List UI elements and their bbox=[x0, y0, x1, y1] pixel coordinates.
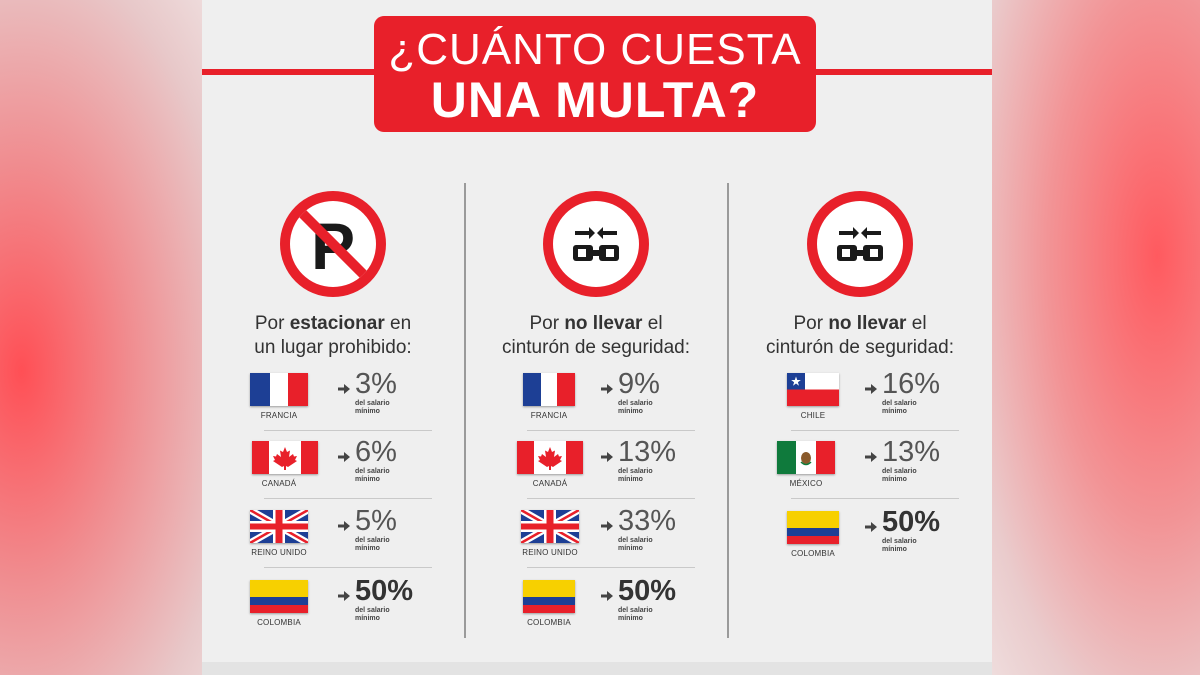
column-parking: P Por estacionar en un lugar prohibido: … bbox=[202, 0, 464, 675]
title-banner: ¿CUÁNTO CUESTA UNA MULTA? bbox=[374, 16, 816, 132]
seatbelt-sign-icon bbox=[543, 191, 649, 297]
background-right bbox=[985, 0, 1200, 675]
fine-note: del salario mínimo bbox=[618, 537, 653, 552]
country-label: COLOMBIA bbox=[791, 549, 835, 558]
uk-flag-icon bbox=[521, 510, 579, 543]
country-row: COLOMBIA 50% del salario mínimo bbox=[729, 506, 991, 573]
fine-note: del salario mínimo bbox=[882, 538, 917, 553]
country-row: MÉXICO 13% del salario mínimo bbox=[729, 436, 991, 503]
uk-flag-icon bbox=[250, 510, 308, 543]
arrow-right-icon bbox=[338, 521, 350, 531]
background-left bbox=[0, 0, 215, 675]
title-line-1: ¿CUÁNTO CUESTA bbox=[388, 25, 802, 74]
arrow-right-icon bbox=[338, 452, 350, 462]
country-label: CANADÁ bbox=[532, 479, 568, 488]
arrow-right-icon bbox=[865, 522, 877, 532]
row-separator bbox=[791, 498, 959, 499]
row-separator bbox=[264, 567, 432, 568]
country-row: REINO UNIDO 33% del salario mínimo bbox=[465, 505, 727, 572]
fine-note: del salario mínimo bbox=[355, 607, 390, 622]
country-label: CHILE bbox=[800, 411, 826, 420]
colombia-flag-icon bbox=[787, 511, 839, 544]
column-divider bbox=[464, 183, 466, 638]
fine-note: del salario mínimo bbox=[355, 537, 390, 552]
row-separator bbox=[527, 498, 695, 499]
arrow-right-icon bbox=[865, 384, 877, 394]
bottom-strip bbox=[202, 662, 992, 675]
arrow-right-icon bbox=[601, 384, 613, 394]
country-label: REINO UNIDO bbox=[251, 548, 307, 557]
seatbelt-sign-icon bbox=[807, 191, 913, 297]
arrow-right-icon bbox=[601, 452, 613, 462]
column-divider bbox=[727, 183, 729, 638]
no-parking-sign-icon: P bbox=[280, 191, 386, 297]
france-flag-icon bbox=[250, 373, 308, 406]
row-separator bbox=[527, 430, 695, 431]
arrow-right-icon bbox=[601, 591, 613, 601]
country-row: CANADÁ 6% del salario mínimo bbox=[202, 436, 464, 503]
row-separator bbox=[791, 430, 959, 431]
country-label: CANADÁ bbox=[261, 479, 297, 488]
fine-percent: 33% bbox=[618, 505, 677, 537]
title-line-2: UNA MULTA? bbox=[430, 72, 760, 128]
row-separator bbox=[264, 498, 432, 499]
fine-percent: 13% bbox=[882, 436, 941, 468]
country-row: CANADÁ 13% del salario mínimo bbox=[465, 436, 727, 503]
fine-percent: 50% bbox=[355, 575, 414, 607]
country-label: FRANCIA bbox=[530, 411, 568, 420]
arrow-right-icon bbox=[865, 452, 877, 462]
fine-note: del salario mínimo bbox=[618, 468, 653, 483]
country-label: COLOMBIA bbox=[257, 618, 301, 627]
colombia-flag-icon bbox=[523, 580, 575, 613]
caption: Por no llevar el cinturón de seguridad: bbox=[501, 313, 690, 358]
country-label: REINO UNIDO bbox=[522, 548, 578, 557]
fine-percent: 9% bbox=[618, 368, 660, 400]
france-flag-icon bbox=[523, 373, 575, 406]
fine-percent: 16% bbox=[882, 368, 941, 400]
canada-flag-icon bbox=[517, 441, 583, 474]
fine-percent: 5% bbox=[355, 505, 397, 537]
fine-note: del salario mínimo bbox=[618, 607, 653, 622]
mexico-flag-icon bbox=[777, 441, 835, 474]
caption: Por no llevar el cinturón de seguridad: bbox=[765, 313, 954, 358]
fine-percent: 6% bbox=[355, 436, 397, 468]
column-seatbelt-europe: Por no llevar el cinturón de seguridad: … bbox=[465, 0, 727, 675]
fine-percent: 50% bbox=[618, 575, 677, 607]
fine-note: del salario mínimo bbox=[355, 400, 390, 415]
country-row: REINO UNIDO 5% del salario mínimo bbox=[202, 505, 464, 572]
fine-note: del salario mínimo bbox=[882, 468, 917, 483]
row-separator bbox=[527, 567, 695, 568]
infographic-panel: ¿CUÁNTO CUESTA UNA MULTA? P Por estacion… bbox=[202, 0, 992, 675]
country-row: COLOMBIA 50% del salario mínimo bbox=[202, 575, 464, 642]
fine-note: del salario mínimo bbox=[618, 400, 653, 415]
arrow-right-icon bbox=[601, 521, 613, 531]
fine-percent: 13% bbox=[618, 436, 677, 468]
country-label: MÉXICO bbox=[789, 479, 823, 488]
colombia-flag-icon bbox=[250, 580, 308, 613]
arrow-right-icon bbox=[338, 591, 350, 601]
fine-note: del salario mínimo bbox=[355, 468, 390, 483]
canada-flag-icon bbox=[252, 441, 318, 474]
column-seatbelt-americas: Por no llevar el cinturón de seguridad: … bbox=[729, 0, 991, 675]
fine-percent: 50% bbox=[882, 506, 941, 538]
country-row: FRANCIA 9% del salario mínimo bbox=[465, 368, 727, 435]
country-row: COLOMBIA 50% del salario mínimo bbox=[465, 575, 727, 642]
country-row: CHILE 16% del salario mínimo bbox=[729, 368, 991, 435]
chile-flag-icon bbox=[787, 373, 839, 406]
fine-percent: 3% bbox=[355, 368, 397, 400]
row-separator bbox=[264, 430, 432, 431]
country-row: FRANCIA 3% del salario mínimo bbox=[202, 368, 464, 435]
country-label: COLOMBIA bbox=[527, 618, 571, 627]
fine-note: del salario mínimo bbox=[882, 400, 917, 415]
country-label: FRANCIA bbox=[260, 411, 298, 420]
arrow-right-icon bbox=[338, 384, 350, 394]
caption: Por estacionar en un lugar prohibido: bbox=[254, 313, 412, 358]
